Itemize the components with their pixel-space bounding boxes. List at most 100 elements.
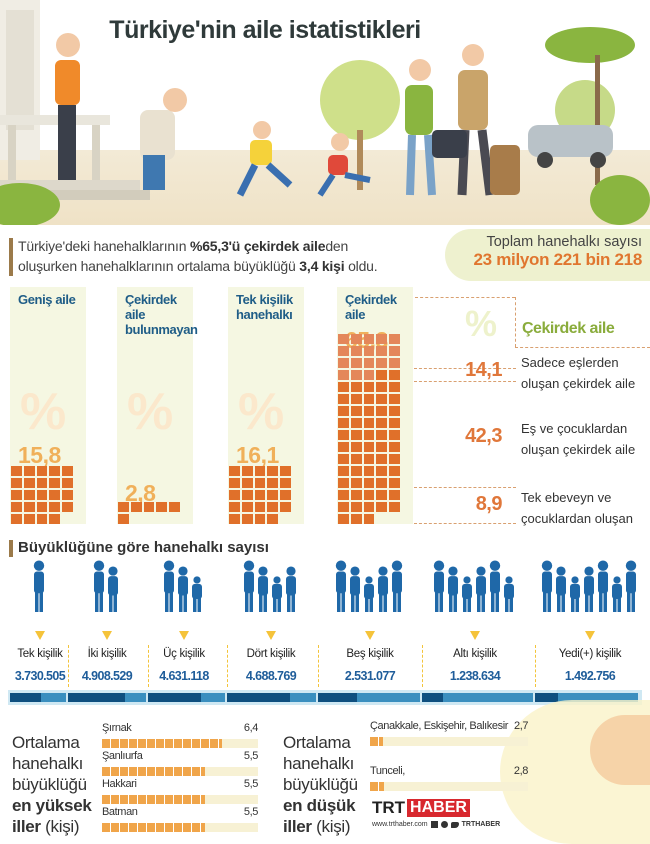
accent-bar — [9, 238, 13, 276]
waffle-cell — [36, 478, 48, 488]
dashed-line — [415, 297, 515, 298]
website-link[interactable]: www.trthaber.com — [372, 821, 428, 828]
twitter-icon[interactable] — [450, 821, 459, 828]
dashed-line — [414, 487, 516, 488]
household-size-label: Dört kişilik — [246, 648, 296, 660]
waffle-cell — [11, 478, 22, 488]
waffle-cell — [254, 466, 266, 476]
person-icon — [258, 566, 268, 612]
bar-fill — [148, 693, 202, 702]
breakdown-value: 14,1 — [465, 359, 502, 381]
waffle-cell — [36, 502, 48, 512]
social-footer: www.trthaber.com TRTHABER — [372, 821, 500, 828]
column-value: 16,1 — [236, 442, 279, 468]
total-households-box: Toplam hanehalkı sayısı 23 milyon 221 bi… — [445, 229, 650, 281]
household-size-label: İki kişilik — [87, 648, 127, 660]
waffle-cell — [267, 490, 279, 500]
dashed-separator — [68, 645, 69, 687]
waffle-cell — [350, 358, 362, 368]
trt-haber-logo: TRT HABER — [372, 798, 470, 818]
person-icon — [243, 560, 255, 612]
dashed-line — [414, 368, 516, 369]
waffle-cell — [350, 502, 362, 512]
person-icon — [433, 560, 445, 612]
column-label: Geniş aile — [18, 292, 76, 307]
waffle-cell — [338, 490, 349, 500]
waffle-cell — [363, 406, 375, 416]
waffle-cell — [62, 478, 73, 488]
waffle-cell — [241, 490, 253, 500]
household-size-label: Yedi(+) kişilik — [558, 648, 622, 660]
waffle-cell — [363, 490, 375, 500]
dashed-line — [414, 523, 516, 524]
province-bar — [102, 795, 258, 804]
person-icon — [541, 560, 553, 612]
column-value: 2,8 — [125, 480, 156, 506]
waffle-cell — [62, 490, 73, 500]
province-bar — [102, 739, 258, 748]
waffle-cell — [350, 490, 362, 500]
column-label: Çekirdek aile — [345, 292, 397, 322]
waffle-cell — [62, 502, 73, 512]
title-line: büyüklüğü — [12, 775, 87, 794]
waffle-cell — [23, 502, 35, 512]
province-bar-fill — [102, 739, 223, 748]
waffle-cell — [376, 418, 388, 428]
waffle-cell — [338, 382, 349, 392]
percent-symbol: % — [20, 383, 67, 441]
column-label: Çekirdek aile bulunmayan — [125, 292, 198, 337]
province-row: Tunceli, 2,8 — [370, 765, 528, 777]
intro-part: oldu. — [344, 258, 378, 274]
waffle-cell — [62, 466, 73, 476]
percent-symbol: % — [238, 383, 285, 441]
waffle-cell — [11, 466, 22, 476]
province-row: Çanakkale, Eskişehir, Balıkesir 2,7 — [370, 720, 528, 732]
bar-segment — [68, 693, 146, 702]
waffle-cell — [376, 490, 388, 500]
waffle-cell — [49, 502, 61, 512]
province-bar-fill — [102, 823, 206, 832]
bar-fill — [68, 693, 126, 702]
title-bold: iller — [283, 817, 312, 836]
high-provinces-title: Ortalama hanehalkı büyüklüğü en yüksek i… — [12, 732, 92, 837]
waffle-cell — [389, 382, 400, 392]
total-value: 23 milyon 221 bin 218 — [473, 250, 642, 269]
waffle-cell — [389, 466, 400, 476]
decorative-blob — [590, 715, 650, 785]
breakdown-value: 8,9 — [475, 493, 503, 515]
waffle-cell — [23, 478, 35, 488]
dashed-line — [414, 381, 516, 382]
bar-segment — [318, 693, 420, 702]
waffle-cell — [49, 478, 61, 488]
province-value: 2,8 — [513, 765, 528, 777]
bar-fill — [422, 693, 443, 702]
facebook-icon[interactable] — [430, 821, 438, 828]
title-bold: iller — [12, 817, 41, 836]
people-icon — [335, 560, 403, 612]
pointer-triangle — [102, 631, 112, 640]
waffle-cell — [350, 466, 362, 476]
bar-segment — [148, 693, 225, 702]
waffle-cell — [350, 514, 362, 524]
waffle-cell — [280, 502, 291, 512]
person-icon — [178, 566, 188, 612]
waffle-cell — [267, 514, 279, 524]
household-count: 1.492.756 — [564, 669, 616, 683]
waffle-cell — [11, 514, 22, 524]
person-icon — [378, 566, 388, 612]
waffle-cell — [11, 490, 22, 500]
waffle-cell — [389, 442, 400, 452]
waffle-cell — [363, 334, 375, 344]
waffle-cell — [23, 514, 35, 524]
dashed-line — [515, 347, 650, 348]
person-icon — [364, 576, 374, 612]
waffle-cell — [267, 466, 279, 476]
waffle-cell — [254, 514, 266, 524]
waffle-cell — [254, 490, 266, 500]
waffle-cell — [389, 454, 400, 464]
instagram-icon[interactable] — [440, 821, 448, 828]
waffle-cell — [350, 394, 362, 404]
breakdown-label: Tek ebeveyn ve çocuklardan oluşan — [521, 490, 634, 526]
waffle-cell — [389, 406, 400, 416]
intro-part: oluşurken hanehalklarının ortalama büyük… — [18, 258, 300, 274]
